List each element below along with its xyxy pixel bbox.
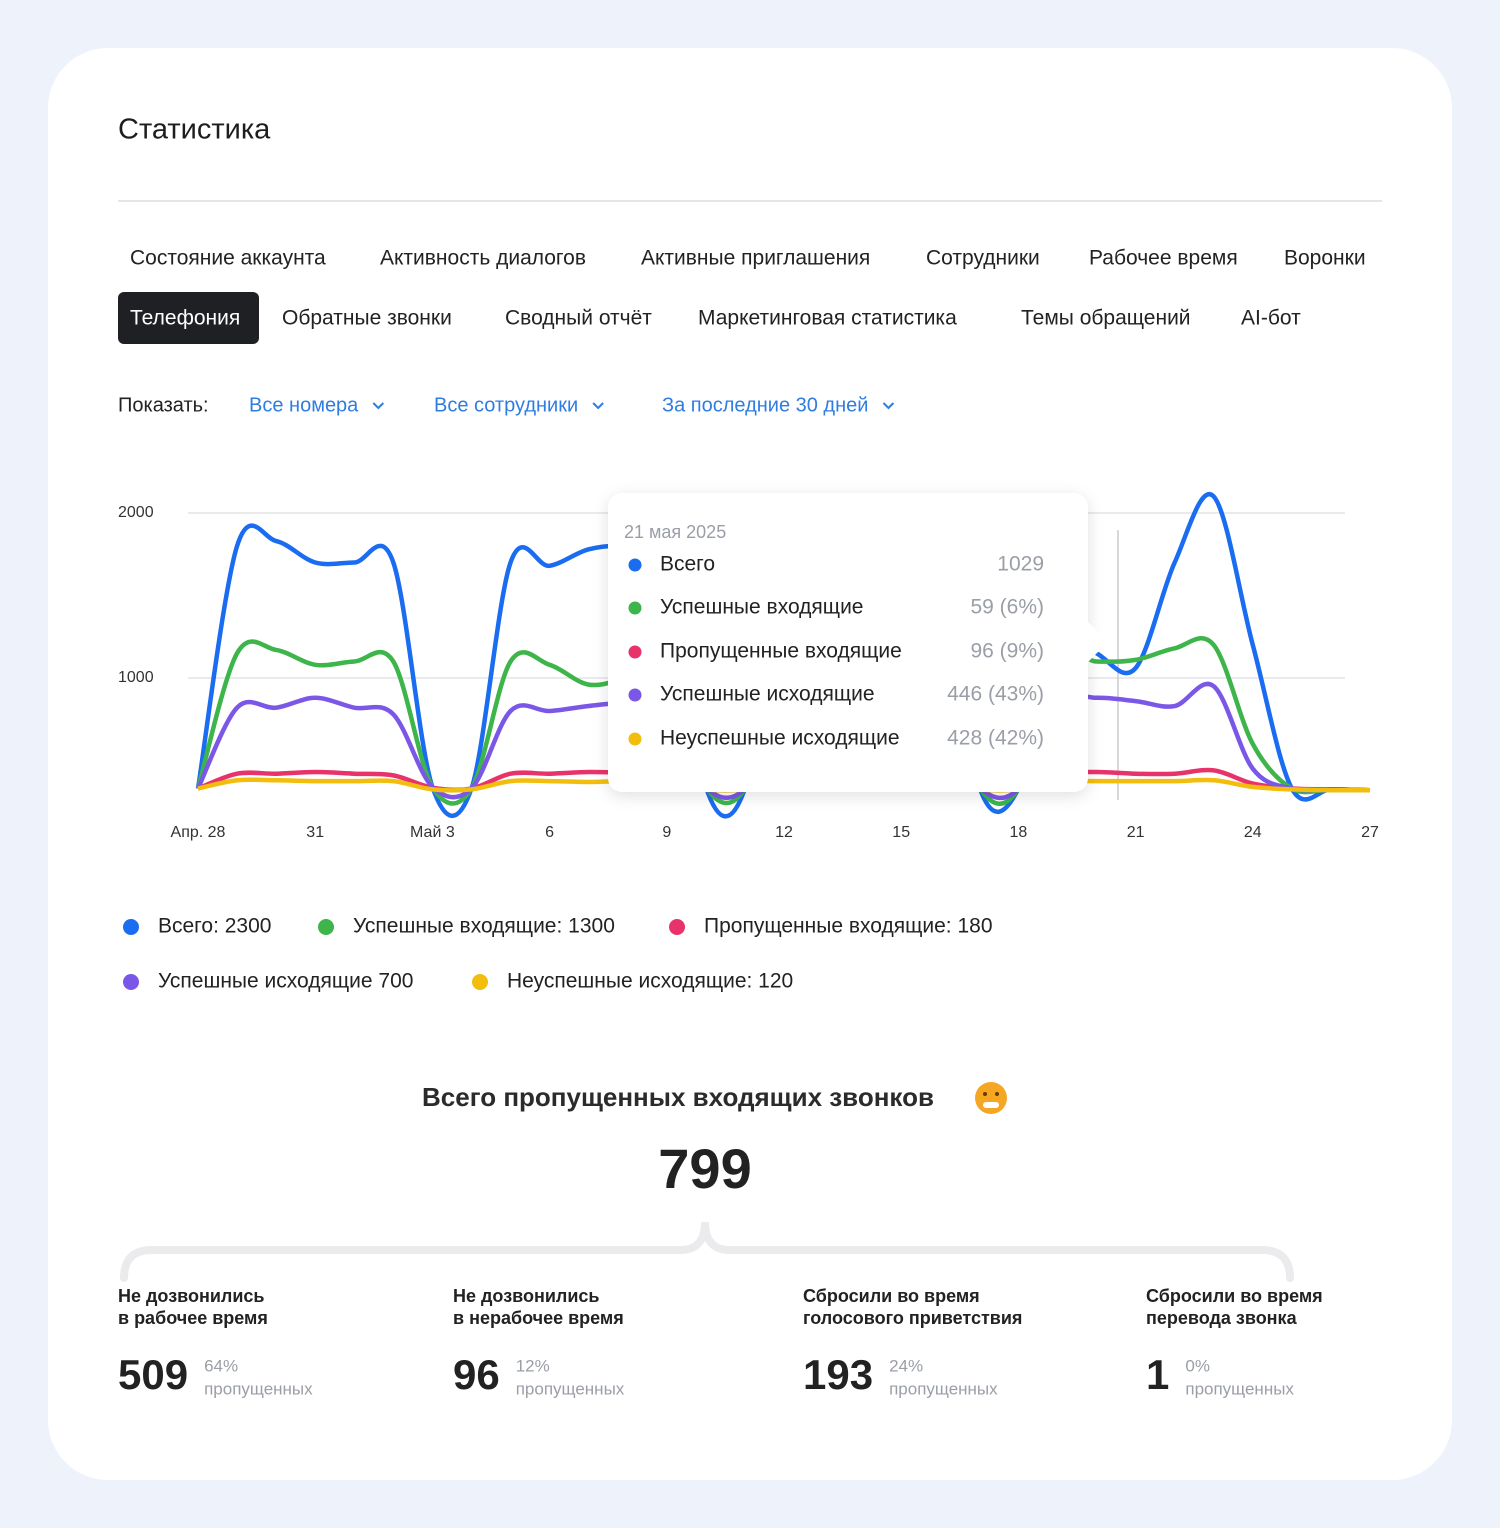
tooltip-series-name: Неуспешные исходящие bbox=[660, 727, 900, 750]
stat-label: Не дозвонились bbox=[118, 1286, 264, 1306]
page-title: Статистика bbox=[118, 114, 271, 146]
x-tick-label: Май 3 bbox=[410, 824, 455, 841]
stat-label: в нерабочее время bbox=[453, 1308, 624, 1328]
tooltip-value: 59 (6%) bbox=[970, 596, 1044, 619]
x-tick-label: 12 bbox=[775, 824, 793, 841]
tab[interactable]: AI-бот bbox=[1241, 307, 1301, 330]
tooltip: 21 мая 2025 Всего 1029 Успешные входящие 59… bbox=[608, 493, 1108, 792]
stat-percent: 24% bbox=[889, 1356, 923, 1375]
x-tick-label: 6 bbox=[545, 824, 554, 841]
x-tick-label: 18 bbox=[1010, 824, 1028, 841]
tab[interactable]: Маркетинговая статистика bbox=[698, 307, 957, 330]
tooltip-dot bbox=[628, 601, 642, 615]
tab[interactable]: Обратные звонки bbox=[282, 307, 452, 330]
legend-dot bbox=[669, 919, 685, 935]
stat-percent: 64% bbox=[204, 1356, 238, 1375]
tab[interactable]: Сотрудники bbox=[926, 247, 1040, 270]
stat-label: Сбросили во время bbox=[803, 1286, 980, 1306]
legend-dot bbox=[123, 919, 139, 935]
tab[interactable]: Темы обращений bbox=[1021, 307, 1191, 330]
y-tick-label: 2000 bbox=[118, 504, 154, 521]
stat-unit: пропущенных bbox=[516, 1379, 625, 1398]
stat-value: 509 bbox=[118, 1351, 188, 1398]
tooltip-box bbox=[608, 493, 1088, 792]
stat-label: перевода звонка bbox=[1146, 1308, 1298, 1328]
tab[interactable]: Сводный отчёт bbox=[505, 307, 652, 330]
stat-value: 193 bbox=[803, 1351, 873, 1398]
tooltip-pointer bbox=[1086, 620, 1108, 664]
stat-value: 1 bbox=[1146, 1351, 1169, 1398]
filter-dropdown[interactable]: За последние 30 дней bbox=[662, 394, 868, 416]
chevron bbox=[592, 402, 604, 410]
stat-label: в рабочее время bbox=[118, 1308, 268, 1328]
stat-label: Сбросили во время bbox=[1146, 1286, 1323, 1306]
filter-dropdown[interactable]: Все сотрудники bbox=[434, 394, 578, 416]
tab[interactable]: Активность диалогов bbox=[380, 247, 586, 270]
x-tick-label: 21 bbox=[1127, 824, 1145, 841]
chevron bbox=[882, 402, 895, 410]
tooltip-value: 428 (42%) bbox=[947, 727, 1044, 750]
tab[interactable]: Телефония bbox=[130, 307, 240, 330]
tooltip-dot bbox=[628, 645, 642, 659]
tab[interactable]: Состояние аккаунта bbox=[130, 247, 326, 270]
legend-label: Всего: 2300 bbox=[158, 915, 271, 938]
legend-dot bbox=[123, 974, 139, 990]
legend-label: Успешные входящие: 1300 bbox=[353, 915, 615, 938]
tooltip-date: 21 мая 2025 bbox=[624, 522, 726, 542]
legend-dot bbox=[318, 919, 334, 935]
tab[interactable]: Рабочее время bbox=[1089, 247, 1238, 270]
tab[interactable]: Воронки bbox=[1284, 247, 1366, 270]
legend-label: Неуспешные исходящие: 120 bbox=[507, 970, 793, 993]
x-tick-label: 9 bbox=[662, 824, 671, 841]
stat-unit: пропущенных bbox=[204, 1379, 313, 1398]
filter-label: Показать: bbox=[118, 394, 209, 416]
tooltip-value: 446 (43%) bbox=[947, 683, 1044, 706]
tooltip-series-name: Пропущенные входящие bbox=[660, 640, 902, 663]
stat-percent: 12% bbox=[516, 1356, 550, 1375]
tooltip-series-name: Всего bbox=[660, 553, 715, 576]
tooltip-series-name: Успешные исходящие bbox=[660, 683, 875, 706]
tooltip-dot bbox=[628, 688, 642, 702]
tooltip-dot bbox=[628, 732, 642, 746]
tab[interactable]: Активные приглашения bbox=[641, 247, 870, 270]
tooltip-series-name: Успешные входящие bbox=[660, 596, 864, 619]
tooltip-value: 96 (9%) bbox=[970, 640, 1044, 663]
stat-unit: пропущенных bbox=[1185, 1379, 1294, 1398]
active-tab-bg bbox=[118, 292, 259, 344]
stat-label: голосового приветствия bbox=[803, 1308, 1022, 1328]
x-tick-label: 31 bbox=[306, 824, 324, 841]
filter-dropdown[interactable]: Все номера bbox=[249, 394, 359, 416]
x-tick-label: 27 bbox=[1361, 824, 1379, 841]
legend-label: Успешные исходящие 700 bbox=[158, 970, 413, 993]
stat-percent: 0% bbox=[1185, 1356, 1210, 1375]
summary-title: Всего пропущенных входящих звонков bbox=[422, 1082, 934, 1112]
tooltip-value: 1029 bbox=[997, 553, 1044, 576]
legend-label: Пропущенные входящие: 180 bbox=[704, 915, 993, 938]
x-tick-label: 24 bbox=[1244, 824, 1262, 841]
legend-dot bbox=[472, 974, 488, 990]
stat-unit: пропущенных bbox=[889, 1379, 998, 1398]
emoji bbox=[975, 1082, 1007, 1114]
x-tick-label: 15 bbox=[892, 824, 910, 841]
y-tick-label: 1000 bbox=[118, 669, 154, 686]
brace bbox=[120, 1221, 1294, 1282]
tooltip-dot bbox=[628, 558, 642, 572]
stat-label: Не дозвонились bbox=[453, 1286, 599, 1306]
stat-value: 96 bbox=[453, 1351, 500, 1398]
chevron bbox=[372, 402, 385, 410]
x-tick-label: Апр. 28 bbox=[171, 824, 226, 841]
summary-total: 799 bbox=[658, 1137, 751, 1200]
